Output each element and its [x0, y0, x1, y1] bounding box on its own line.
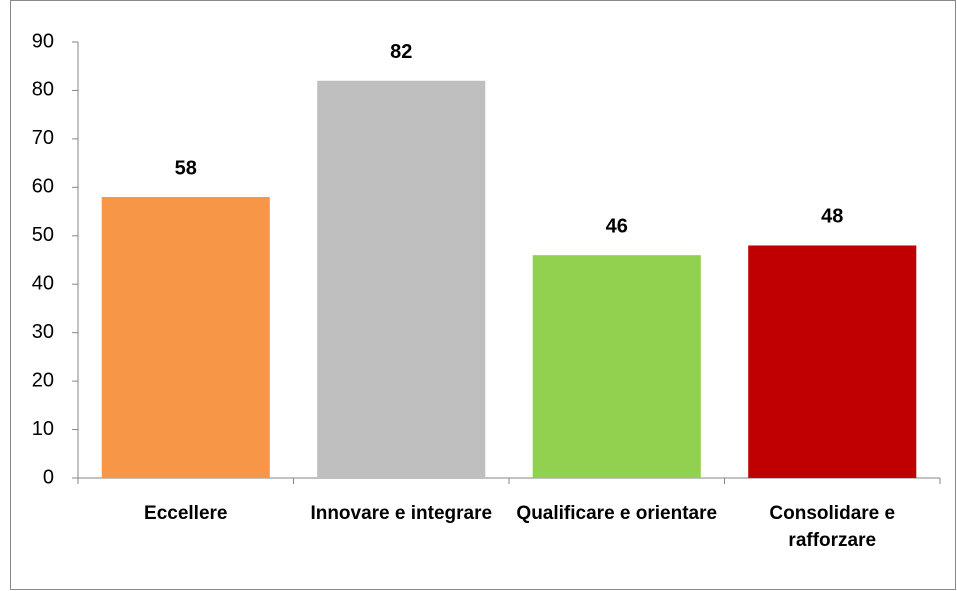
value-label: 82 — [390, 41, 412, 63]
y-tick-label: 30 — [32, 321, 54, 343]
bar — [317, 80, 486, 478]
y-tick-label: 40 — [32, 273, 54, 295]
x-tick-label: Consolidare e rafforzare — [769, 503, 896, 551]
x-tick-label: Qualificare e orientare — [516, 503, 718, 524]
y-tick-label: 0 — [43, 466, 54, 488]
value-label: 58 — [175, 157, 197, 179]
chart-frame — [10, 0, 956, 590]
y-tick-label: 80 — [32, 79, 54, 101]
bar — [101, 197, 270, 478]
y-tick-label: 50 — [32, 224, 54, 246]
y-tick-label: 60 — [32, 176, 54, 198]
y-tick-label: 10 — [32, 418, 54, 440]
bar — [748, 245, 917, 478]
x-tick-label: Innovare e integrare — [310, 503, 493, 524]
value-label: 48 — [821, 206, 843, 228]
y-tick-label: 70 — [32, 127, 54, 149]
y-tick-label: 20 — [32, 369, 54, 391]
bar — [532, 255, 701, 478]
value-label: 46 — [606, 215, 628, 237]
x-tick-label: Eccellere — [144, 503, 228, 524]
y-tick-label: 90 — [32, 30, 54, 52]
